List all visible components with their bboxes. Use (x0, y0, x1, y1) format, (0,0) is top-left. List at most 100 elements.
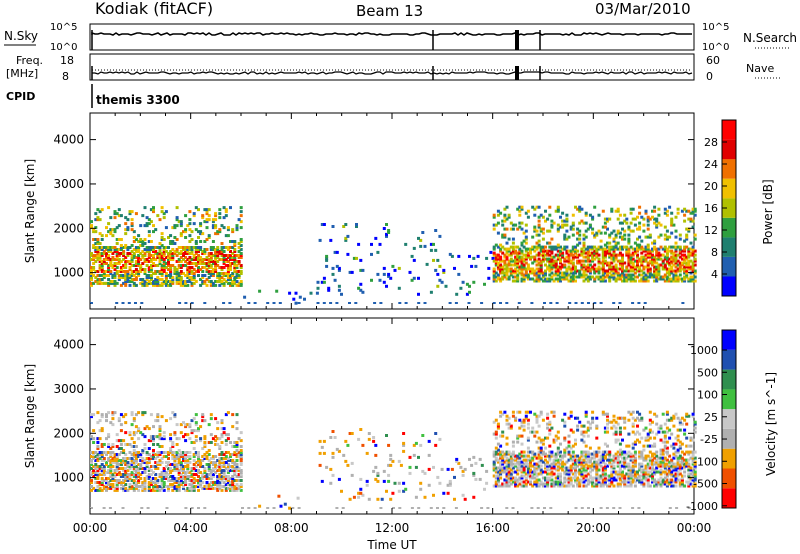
power-cell (608, 275, 612, 279)
power-cell (685, 209, 689, 213)
power-cell (586, 279, 590, 283)
power-cell (648, 251, 652, 255)
velocity-cell (162, 483, 166, 486)
power-cell (154, 250, 158, 253)
power-cell (92, 274, 96, 277)
power-cell (574, 267, 577, 271)
power-cell (578, 229, 582, 233)
power-cell (197, 236, 200, 239)
velocity-cell (147, 447, 151, 450)
power-cell (92, 281, 96, 285)
power-cell (214, 264, 218, 267)
power-cell (546, 241, 550, 245)
power-cell (192, 258, 196, 261)
velocity-cell (365, 479, 369, 483)
power-cell (154, 272, 158, 275)
power-cell (275, 289, 279, 293)
power-cell (205, 210, 209, 214)
power-cell (665, 279, 669, 283)
power-cell (152, 254, 155, 257)
power-cell (96, 240, 100, 243)
velocity-cell (229, 455, 232, 458)
power-cell (218, 230, 222, 234)
power-cell (496, 245, 500, 249)
velocity-cell (668, 482, 672, 486)
power-cell (563, 263, 567, 267)
power-cell (576, 237, 580, 241)
power-cell (674, 229, 678, 233)
velocity-cell (203, 485, 207, 488)
velocity-cell (102, 479, 106, 482)
power-cell (239, 281, 243, 285)
power-cell (582, 245, 586, 249)
power-cell (102, 276, 106, 279)
power-cell (107, 248, 111, 251)
velocity-cell (158, 463, 162, 466)
power-cell (184, 214, 188, 218)
power-cell (674, 235, 678, 239)
power-cell (612, 257, 616, 261)
velocity-cell (203, 445, 207, 448)
velocity-cell (595, 478, 599, 482)
velocity-cell (680, 474, 684, 478)
velocity-cell (569, 478, 573, 482)
velocity-cell (526, 462, 530, 466)
velocity-cell (569, 468, 573, 472)
power-cell (258, 289, 262, 293)
velocity-cell (100, 483, 104, 486)
power-cell (126, 260, 130, 263)
velocity-cell (96, 485, 100, 488)
velocity-cell (672, 468, 676, 472)
power-cell (653, 273, 657, 277)
velocity-cell (608, 474, 612, 478)
power-cell (601, 277, 605, 281)
velocity-cell (169, 439, 173, 443)
velocity-cell (190, 441, 194, 444)
velocity-cell (188, 451, 192, 454)
power-cell (233, 256, 237, 259)
velocity-cell (143, 443, 147, 446)
power-cell (505, 255, 509, 259)
power-cell (156, 264, 160, 267)
power-cell (535, 205, 539, 209)
power-cell (501, 219, 505, 223)
power-cell (621, 245, 624, 249)
power-cell (132, 278, 136, 281)
velocity-cell (693, 470, 697, 474)
velocity-cell (152, 443, 155, 446)
power-cell (588, 275, 592, 279)
velocity-cell (137, 467, 141, 470)
velocity-cell (687, 484, 691, 488)
power-cell (205, 226, 209, 230)
power-cell (105, 262, 108, 265)
velocity-cell (533, 476, 537, 480)
velocity-cell (201, 465, 205, 468)
power-cell (672, 273, 676, 277)
velocity-cell (595, 454, 599, 458)
power-cell (122, 250, 126, 253)
velocity-cell (134, 485, 138, 488)
power-cell (603, 255, 607, 259)
velocity-cell (173, 485, 177, 488)
power-cell (601, 269, 605, 273)
velocity-cell (610, 466, 614, 470)
power-cell (550, 247, 554, 251)
velocity-cell (514, 456, 518, 460)
power-cell (124, 222, 128, 226)
power-cell (668, 277, 672, 281)
power-cell (152, 206, 155, 210)
power-cell (548, 265, 552, 269)
velocity-cell (149, 483, 153, 486)
velocity-cell (651, 460, 654, 464)
power-cell (503, 247, 507, 251)
velocity-cell (160, 451, 164, 454)
power-cell (205, 262, 209, 265)
velocity-cell (239, 455, 243, 458)
power-cell (188, 246, 192, 249)
velocity-cell (633, 460, 637, 464)
velocity-cell (149, 435, 153, 439)
velocity-cell (478, 457, 482, 461)
power-cell (117, 278, 121, 281)
velocity-cell (648, 474, 652, 478)
velocity-cell (98, 488, 102, 492)
